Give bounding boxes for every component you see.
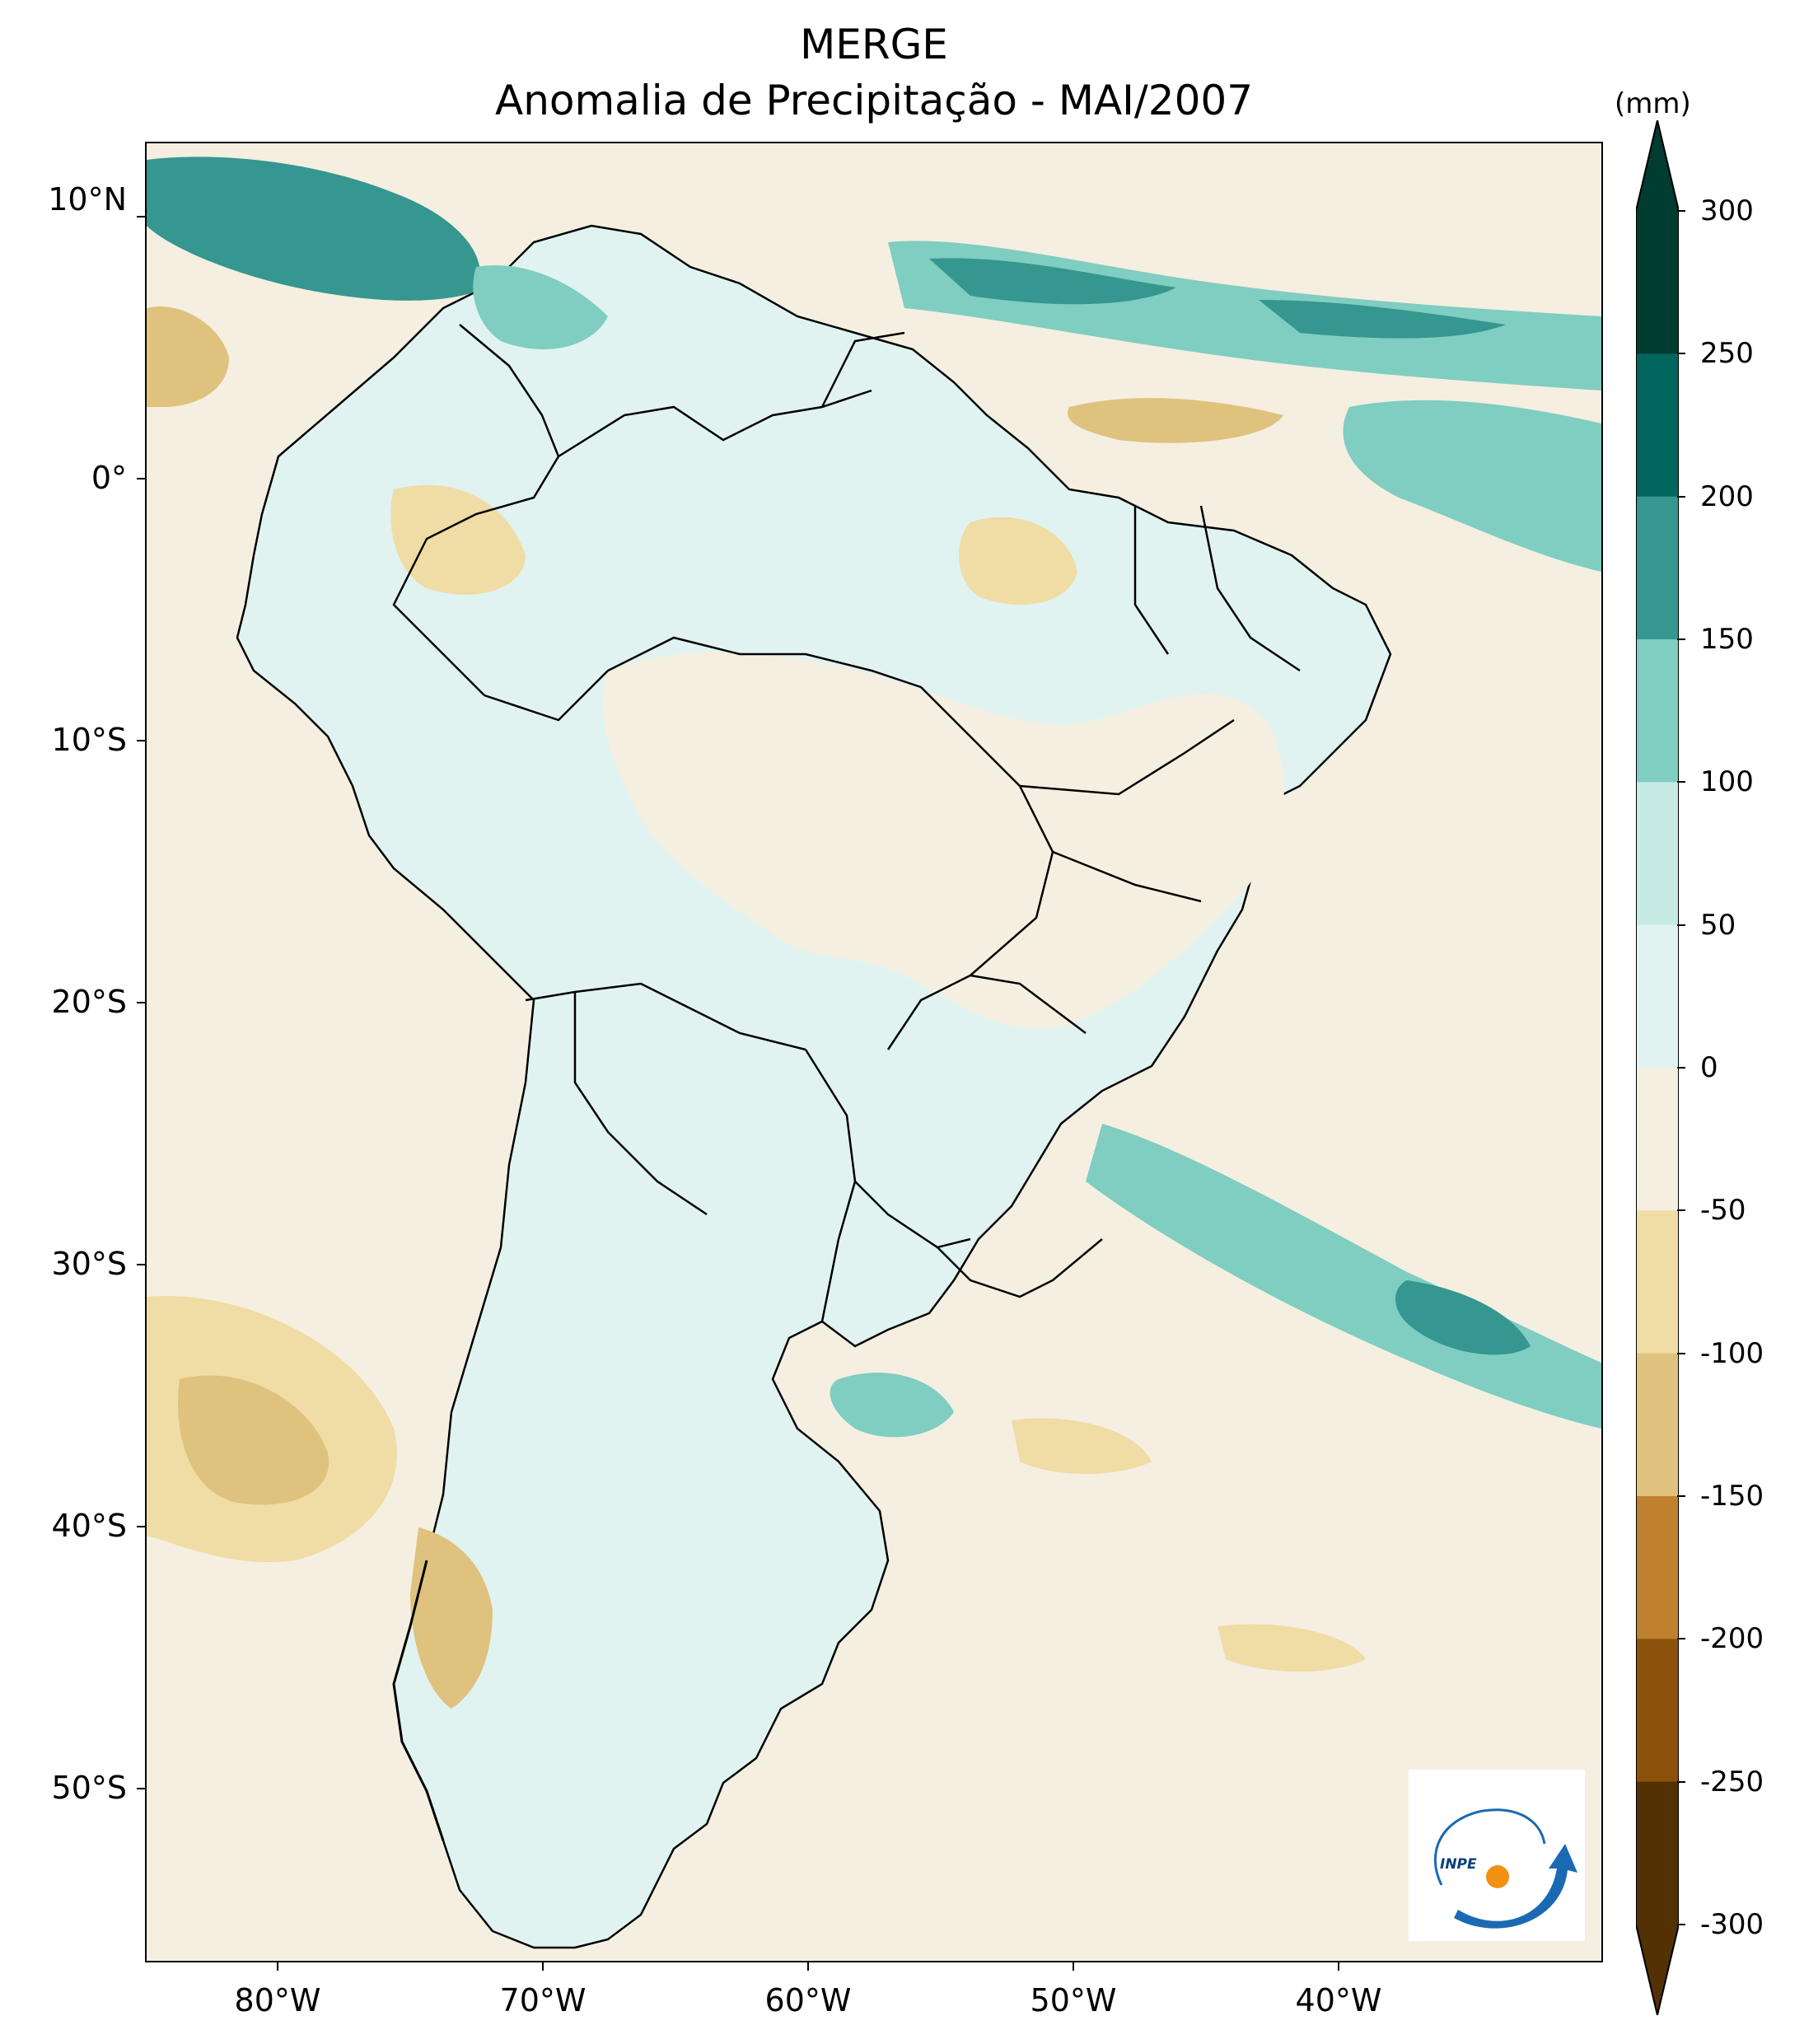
colorbar	[1636, 120, 1679, 2015]
inpe-logo: INPE	[1409, 1770, 1585, 1941]
lon-label-70w: 70°W	[499, 1982, 587, 2018]
colorbar-tick	[1677, 1067, 1685, 1069]
colorbar-tick	[1677, 1780, 1685, 1783]
lon-label-60w: 60°W	[764, 1982, 852, 2018]
colorbar-step	[1636, 1639, 1679, 1783]
colorbar-level-label: 250	[1700, 337, 1754, 371]
colorbar-level-label: 50	[1700, 908, 1736, 942]
south-america-land	[236, 224, 1392, 1949]
lon-label-80w: 80°W	[234, 1982, 321, 2018]
lat-tick	[137, 1264, 145, 1265]
colorbar-step	[1636, 496, 1679, 640]
logo-text: INPE	[1440, 1856, 1477, 1873]
colorbar-tick	[1677, 353, 1685, 355]
pacific-strong-dry-zone	[178, 1375, 329, 1505]
colorbar-tick	[1677, 1638, 1685, 1640]
south-atlantic-wet-core	[1395, 1280, 1531, 1355]
colorbar-tick	[1677, 1924, 1685, 1925]
colorbar-level-label: 200	[1700, 479, 1754, 513]
uruguay-wet	[830, 1373, 954, 1438]
colorbar-step	[1636, 1210, 1679, 1354]
lat-label-10s: 10°S	[51, 722, 127, 758]
map-subtitle: Anomalia de Precipitação - MAI/2007	[494, 77, 1254, 124]
lon-label-40w: 40°W	[1295, 1982, 1382, 2018]
lat-tick	[137, 478, 145, 479]
far-south-atlantic-dry	[1217, 1624, 1366, 1672]
caribbean-wet	[147, 157, 481, 301]
colorbar-level-label: -300	[1700, 1908, 1764, 1941]
colorbar-tick	[1677, 1209, 1685, 1212]
colorbar-level-label: -50	[1700, 1194, 1746, 1228]
colorbar-step	[1636, 1496, 1679, 1639]
colorbar-step	[1636, 1781, 1679, 1925]
lon-tick	[1073, 1962, 1074, 1971]
colorbar-step	[1636, 1353, 1679, 1497]
colorbar-step	[1636, 211, 1679, 354]
logo-orbit-arc	[1433, 1808, 1546, 1886]
southern-chile-coast	[392, 1560, 445, 1841]
colorbar-tick	[1677, 924, 1685, 926]
colorbar-tick	[1677, 781, 1685, 783]
country-borders	[392, 324, 1301, 1322]
colorbar-step	[1636, 782, 1679, 926]
chile-dry-strip	[410, 1527, 493, 1709]
lat-tick	[137, 1526, 145, 1527]
colorbar-level-label: -100	[1700, 1336, 1764, 1370]
precipitation-anomaly-map	[147, 143, 1601, 1961]
colorbar-unit: (mm)	[1615, 87, 1691, 120]
colorbar-tick	[1677, 1495, 1685, 1497]
nw-dry-zone	[147, 306, 229, 407]
lon-tick	[542, 1962, 544, 1971]
colorbar-level-label: -150	[1700, 1480, 1764, 1513]
lon-tick	[807, 1962, 809, 1971]
lat-tick	[137, 1002, 145, 1003]
lat-label-10n: 10°N	[48, 181, 127, 217]
colorbar-overflow-low	[1636, 1925, 1679, 2015]
lon-tick	[1338, 1962, 1339, 1971]
lon-label-50w: 50°W	[1030, 1982, 1117, 2018]
brazil-neutral-area	[602, 652, 1284, 1029]
itcz-core-east	[1259, 300, 1506, 339]
lat-tick	[137, 740, 145, 741]
colorbar-level-label: 0	[1700, 1051, 1718, 1084]
lon-tick	[277, 1962, 278, 1971]
logo-swoosh	[1454, 1844, 1577, 1929]
lat-label-30s: 30°S	[51, 1246, 127, 1282]
atlantic-wet-east	[1343, 400, 1601, 572]
colorbar-step	[1636, 639, 1679, 783]
colombia-wet	[473, 265, 608, 349]
colorbar-level-label: -200	[1700, 1622, 1764, 1656]
colorbar-step	[1636, 1068, 1679, 1211]
colorbar-level-label: 100	[1700, 765, 1754, 799]
colorbar-tick	[1677, 1352, 1685, 1354]
colorbar-level-label: -250	[1700, 1765, 1764, 1798]
atlantic-dry-north	[1068, 398, 1283, 443]
colorbar-level-label: 150	[1700, 623, 1754, 656]
colorbar-tick	[1677, 210, 1685, 212]
lat-tick	[137, 1788, 145, 1789]
map-panel[interactable]	[145, 142, 1603, 1962]
colorbar-tick	[1677, 638, 1685, 640]
colorbar-level-label: 300	[1700, 194, 1754, 227]
south-atlantic-dry-patch	[1012, 1418, 1152, 1474]
colorbar-step	[1636, 924, 1679, 1069]
lat-tick	[137, 216, 145, 217]
colorbar-tick	[1677, 495, 1685, 498]
lat-label-40s: 40°S	[51, 1508, 127, 1544]
itcz-core	[929, 258, 1176, 305]
colorbar-overflow-high	[1636, 120, 1679, 211]
lat-label-20s: 20°S	[51, 984, 127, 1020]
amazon-dry-patch	[390, 484, 526, 595]
map-title: MERGE	[800, 21, 948, 68]
east-amazon-dry-patch	[959, 517, 1077, 605]
lat-label-50s: 50°S	[51, 1770, 127, 1806]
logo-orange-dot	[1486, 1865, 1509, 1888]
lat-label-eq: 0°	[91, 460, 127, 496]
colorbar-step	[1636, 353, 1679, 498]
